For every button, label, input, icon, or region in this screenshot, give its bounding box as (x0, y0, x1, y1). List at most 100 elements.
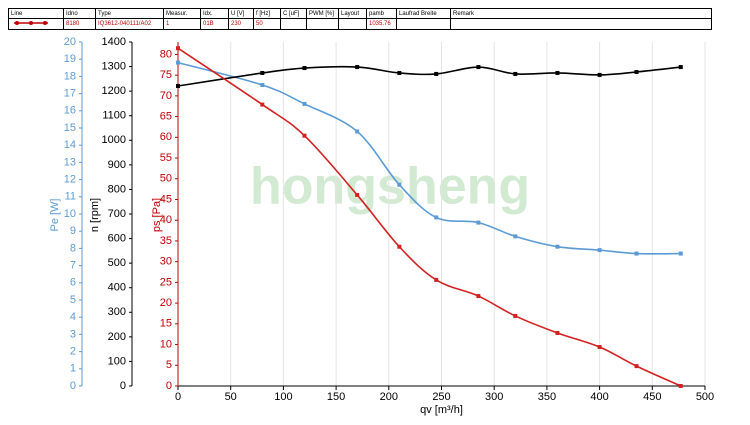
y-tick-label: 0 (120, 380, 126, 392)
y-tick-label: 1 (70, 363, 76, 375)
data-point (260, 83, 265, 87)
cell (8, 18, 64, 30)
y-tick-label: 7 (70, 260, 76, 272)
y-tick-label: 65 (160, 111, 172, 123)
data-point (176, 60, 180, 65)
y-tick-label: 19 (64, 53, 76, 65)
data-point (434, 71, 439, 76)
y-tick-label: 400 (108, 282, 126, 294)
y-tick-label: 75 (160, 69, 172, 81)
x-tick-label: 450 (643, 391, 661, 403)
y-tick-label: 2 (70, 346, 76, 358)
data-point (476, 294, 481, 299)
y-tick-label: 3 (70, 328, 76, 340)
cell (450, 18, 712, 30)
x-tick-label: 0 (175, 391, 181, 403)
y-tick-label: 25 (160, 276, 172, 288)
value-row: 8180 IQ3612-040111/A02 1 01B 230 50 1035.76 (8, 18, 712, 30)
y-tick-label: 15 (160, 318, 172, 330)
y-tick-label: 8 (70, 242, 76, 254)
data-point (513, 313, 518, 318)
y-tick-label: 15 (64, 122, 76, 134)
y-tick-label: 200 (108, 331, 126, 343)
y-tick-label: 18 (64, 70, 76, 82)
x-tick-label: 350 (538, 391, 556, 403)
data-point (555, 330, 560, 335)
y-tick-label: 60 (160, 131, 172, 143)
y-tick-label: 10 (64, 208, 76, 220)
data-point (176, 46, 180, 51)
cell: 230 (228, 18, 254, 30)
y-tick-label: 6 (70, 277, 76, 289)
y-tick-label: 100 (108, 355, 126, 367)
y-tick-label: 9 (70, 225, 76, 237)
data-point (634, 251, 639, 256)
y-tick-label: 20 (64, 36, 76, 48)
y-tick-label: 1100 (102, 110, 126, 122)
data-point (634, 364, 639, 369)
data-point (678, 384, 683, 388)
data-point (302, 66, 307, 71)
y-tick-label: 800 (108, 183, 126, 195)
data-point (397, 244, 402, 249)
y-tick-label: 1000 (102, 134, 126, 146)
data-point (678, 251, 683, 256)
y-tick-label: 14 (64, 139, 76, 151)
x-tick-label: 200 (380, 391, 398, 403)
data-point (397, 182, 402, 187)
y-tick-label: 11 (65, 191, 76, 203)
y-tick-label: 1400 (102, 36, 126, 48)
y-tick-label: 5 (166, 359, 172, 371)
data-point (513, 71, 518, 76)
data-point (302, 101, 307, 106)
x-tick-label: 300 (485, 391, 503, 403)
y-tick-label: 900 (108, 159, 126, 171)
y-tick-label: 16 (64, 105, 76, 117)
x-tick-label: 250 (432, 391, 450, 403)
data-point (434, 215, 439, 220)
y-tick-label: 5 (70, 294, 76, 306)
x-tick-label: 50 (225, 391, 237, 403)
y-tick-label: 50 (160, 173, 172, 185)
data-point (597, 248, 602, 253)
data-point (476, 65, 481, 70)
y-tick-label: 30 (160, 256, 172, 268)
watermark: hongsheng (250, 158, 530, 216)
data-point (678, 65, 683, 70)
y-tick-label: 40 (160, 214, 172, 226)
y-tick-label: 55 (160, 152, 172, 164)
data-point (397, 70, 402, 75)
y-tick-label: 10 (160, 338, 172, 350)
y-tick-label: 4 (70, 311, 76, 323)
data-point (260, 102, 265, 107)
data-point (597, 345, 602, 350)
x-tick-label: 500 (696, 391, 714, 403)
x-tick-label: 400 (590, 391, 608, 403)
data-point (355, 192, 360, 197)
data-point (634, 69, 639, 74)
series-line (177, 47, 682, 387)
y-tick-label: 600 (108, 232, 126, 244)
y-tick-label: 80 (160, 48, 172, 60)
x-tick-label: 150 (327, 391, 345, 403)
data-point (176, 83, 180, 88)
y-tick-label: 500 (108, 257, 126, 269)
y-tick-label: 20 (160, 297, 172, 309)
y-tick-label: 0 (166, 380, 172, 392)
y-tick-label: 45 (160, 193, 172, 205)
data-point (355, 129, 360, 134)
data-point (260, 70, 265, 75)
y-tick-label: 12 (64, 174, 76, 186)
x-tick-label: 100 (274, 391, 292, 403)
header-table: Line Idno Type Measur. Idx. U [V] f [Hz] C [uF]… (8, 8, 712, 30)
y-tick-label: 300 (108, 306, 126, 318)
y-tick-label: 1300 (102, 60, 126, 72)
y-axis-label: n [rpm] (89, 198, 101, 232)
y-tick-label: 700 (108, 208, 126, 220)
y-tick-label: 17 (64, 88, 76, 100)
y-tick-label: 0 (70, 380, 76, 392)
data-point (476, 220, 481, 225)
y-tick-label: 70 (160, 90, 172, 102)
data-point (555, 70, 560, 75)
